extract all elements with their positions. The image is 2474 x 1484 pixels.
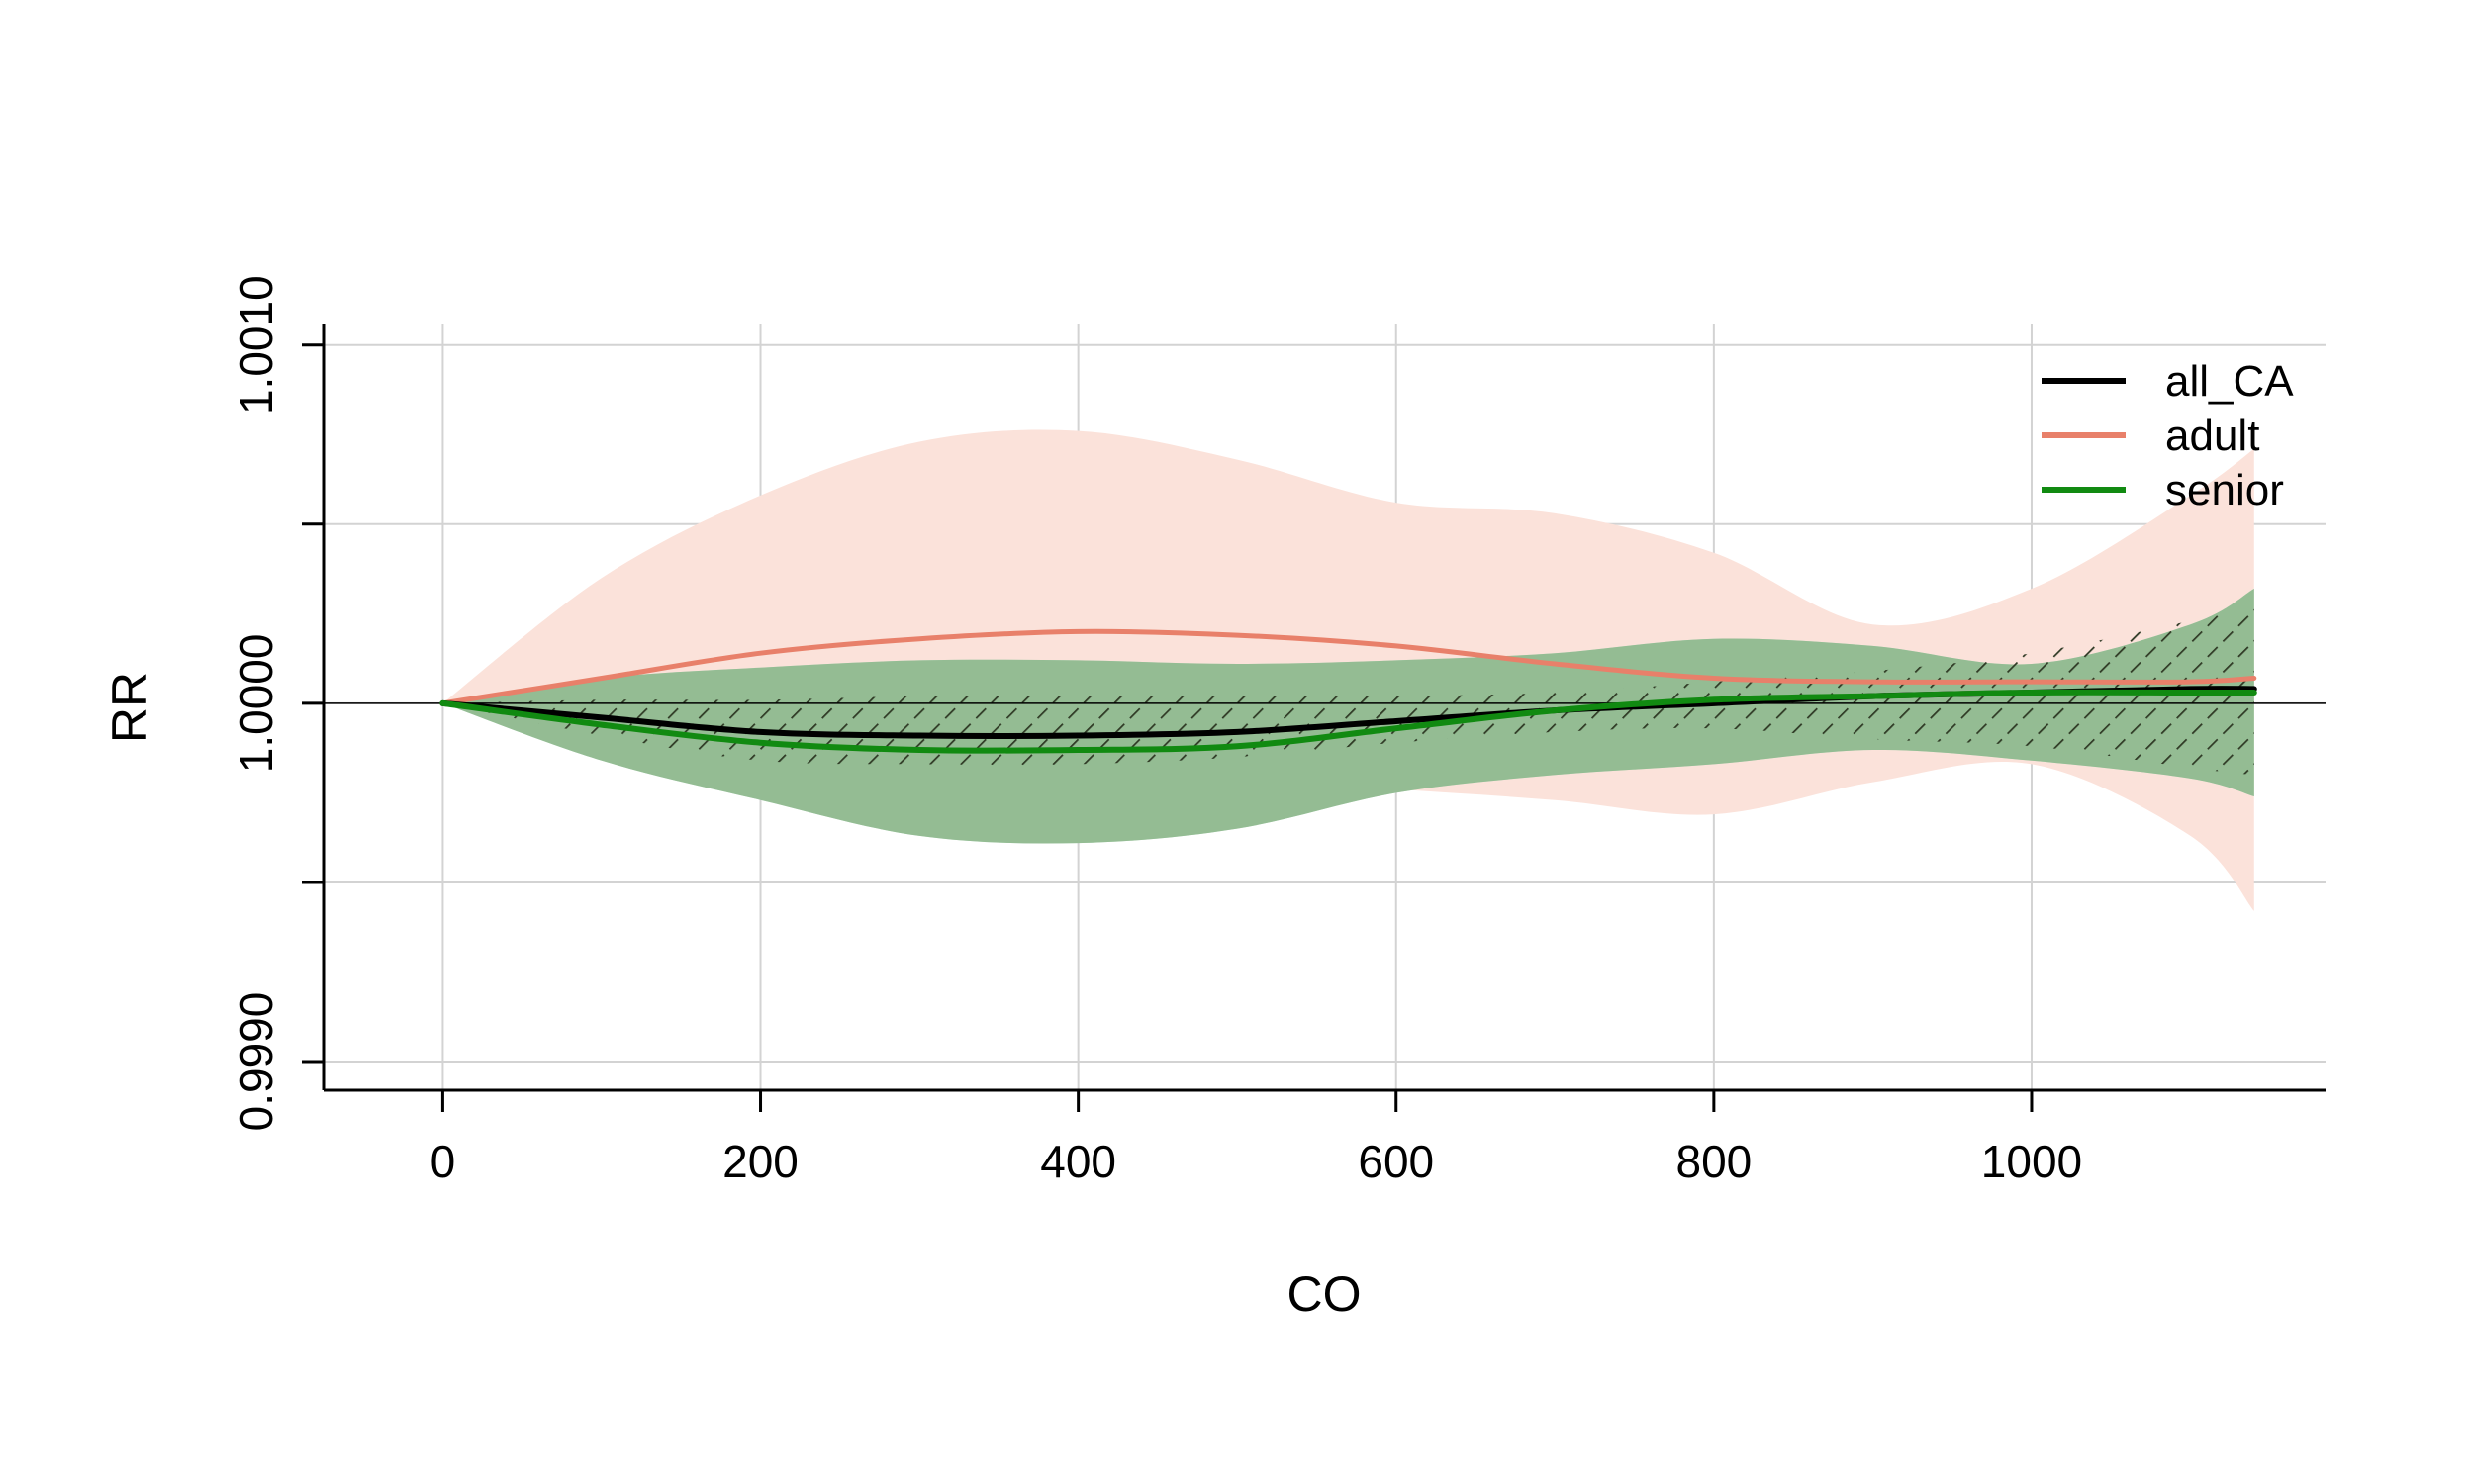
x-tick-label: 0 bbox=[430, 1136, 456, 1187]
series-lines bbox=[324, 628, 2326, 754]
x-tick-label: 400 bbox=[1040, 1136, 1116, 1187]
series-line-senior bbox=[439, 689, 2257, 754]
y-tick-label: 1.0000 bbox=[231, 634, 282, 774]
x-tick-label: 600 bbox=[1358, 1136, 1434, 1187]
x-tick-label: 1000 bbox=[1981, 1136, 2082, 1187]
x-tick-label: 800 bbox=[1675, 1136, 1752, 1187]
axes bbox=[302, 324, 2326, 1112]
y-tick-label: 1.0010 bbox=[231, 275, 282, 415]
x-tick-label: 200 bbox=[722, 1136, 799, 1187]
tick-labels: 0 200 400 600 800 1000 0.9990 1.0000 1.0010 bbox=[231, 275, 2082, 1187]
x-axis-title: CO bbox=[1287, 1266, 1362, 1322]
series-line-adult bbox=[439, 628, 2257, 706]
confidence-bands bbox=[442, 429, 2254, 911]
y-axis-title: RR bbox=[102, 672, 157, 743]
legend-label-adult: adult bbox=[2165, 412, 2259, 460]
y-tick-label: 0.9990 bbox=[231, 992, 282, 1132]
legend-label-all-ca: all_CA bbox=[2165, 357, 2294, 406]
legend-label-senior: senior bbox=[2165, 466, 2284, 514]
